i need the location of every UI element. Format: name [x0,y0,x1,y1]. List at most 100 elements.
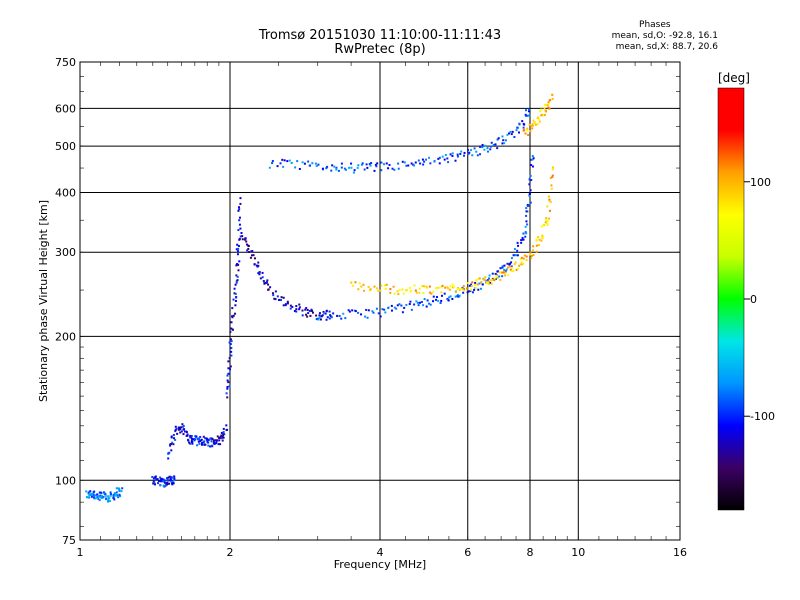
echo-point [375,287,378,290]
echo-point [231,307,234,310]
echo-point [419,162,422,165]
echo-point [499,267,502,270]
echo-point [524,235,527,238]
echo-point [102,491,105,494]
echo-point [484,144,487,147]
echo-point [517,244,520,247]
echo-point [209,437,212,440]
echo-point [516,249,519,252]
echo-point [290,161,293,164]
echo-point [235,274,238,277]
echo-point [401,288,404,291]
echo-point [505,268,508,271]
echo-point [410,308,413,311]
echo-point [487,282,490,285]
echo-point [109,500,112,503]
echo-point [325,310,328,313]
echo-point [389,288,392,291]
echo-point [544,109,547,112]
echo-point [309,314,312,317]
echo-point [393,306,396,309]
echo-point [430,292,433,295]
echo-point [449,285,452,288]
echo-point [234,283,237,286]
echo-point [247,245,250,248]
echo-point [282,296,285,299]
echo-point [369,288,372,291]
echo-point [343,167,346,170]
echo-point [392,285,395,288]
echo-point [510,133,513,136]
y-tick-label: 500 [55,140,76,153]
echo-point [373,169,376,172]
echo-point [467,290,470,293]
echo-point [164,485,167,488]
echo-point [173,479,176,482]
echo-point [237,209,240,212]
echo-point [390,304,393,307]
echo-point [540,108,543,111]
echo-point [470,288,473,291]
echo-point [520,241,523,244]
echo-point [324,312,327,315]
echo-point [193,438,196,441]
echo-point [422,163,425,166]
y-tick-label: 300 [55,246,76,259]
echo-point [417,159,420,162]
echo-point [220,434,223,437]
echo-point [475,279,478,282]
echo-point [163,481,166,484]
echo-point [529,251,532,254]
echo-point [229,343,232,346]
echo-point [328,317,331,320]
echo-point [526,127,529,130]
echo-point [180,430,183,433]
echo-point [222,434,225,437]
y-tick-label: 100 [55,474,76,487]
echo-point [189,434,192,437]
echo-point [538,238,541,241]
echo-point [162,478,165,481]
echo-point [530,124,533,127]
echo-point [552,166,555,169]
colorbar-ticks: 100 0 -100 [744,176,775,423]
echo-point [413,284,416,287]
echo-point [88,491,91,494]
echo-point [311,162,314,165]
echo-point [489,148,492,151]
echo-point [532,254,535,257]
echo-point [531,124,534,127]
echo-point [321,314,324,317]
echo-point [425,305,428,308]
phase-x-stats: mean, sd,X: 88.7, 20.6 [615,42,718,52]
echo-point [207,439,210,442]
echo-point [307,312,310,315]
echo-point [504,270,507,273]
echo-point [546,104,549,107]
echo-point [231,315,234,318]
echo-point [159,484,162,487]
echo-point [236,275,239,278]
echo-point [539,110,542,113]
echo-point [315,318,318,321]
echo-point [473,288,476,291]
echo-point [237,269,240,272]
echo-point [114,492,117,495]
echo-point [200,438,203,441]
echo-point [513,136,516,139]
echo-point [284,302,287,305]
echo-point [364,315,367,318]
echo-point [157,479,160,482]
echo-point [443,292,446,295]
echo-point [506,133,509,136]
x-tick-label: 1 [77,546,84,559]
echo-point [528,108,531,111]
echo-point [222,431,225,434]
echo-point [317,318,320,321]
echo-point [160,477,163,480]
echo-point [483,278,486,281]
echo-point [490,141,493,144]
echo-point [485,279,488,282]
echo-point [525,207,528,210]
echo-point [525,210,528,213]
